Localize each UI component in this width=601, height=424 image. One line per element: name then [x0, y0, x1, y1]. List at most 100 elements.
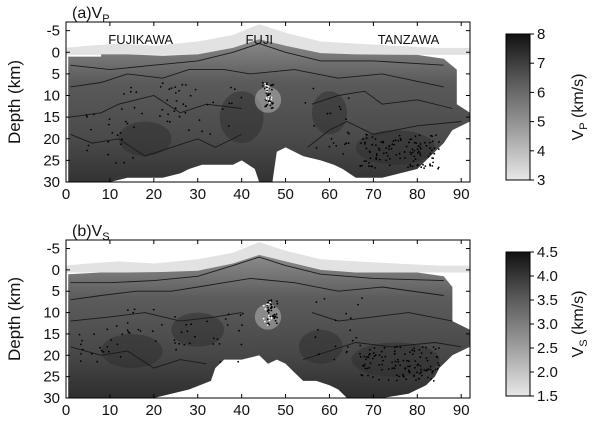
- hypocenter-dot: [413, 375, 415, 378]
- hypocenter-dot: [130, 86, 132, 89]
- hypocenter-dot: [368, 366, 371, 369]
- hypocenter-dot: [402, 359, 405, 362]
- hypocenter-dot: [413, 149, 416, 152]
- hypocenter-dot: [369, 157, 372, 160]
- hypocenter-dot: [419, 148, 422, 150]
- hypocenter-dot: [265, 98, 268, 100]
- y-tick-label: 10: [43, 88, 60, 105]
- low-anomaly-patch: [101, 333, 163, 369]
- hypocenter-dot: [423, 141, 426, 144]
- hypocenter-dot: [161, 82, 164, 85]
- hypocenter-dot: [345, 118, 347, 121]
- hypocenter-dot: [419, 146, 421, 148]
- hypocenter-dot: [180, 331, 183, 334]
- hypocenter-dot: [436, 368, 439, 370]
- hypocenter-dot: [270, 300, 273, 302]
- hypocenter-dot: [351, 339, 354, 342]
- hypocenter-dot: [414, 135, 417, 138]
- hypocenter-dot: [123, 93, 125, 95]
- hypocenter-dot: [267, 93, 270, 95]
- hypocenter-dot: [431, 157, 433, 159]
- hypocenter-dot: [387, 155, 389, 157]
- y-tick-label: 0: [52, 262, 60, 279]
- hypocenter-dot: [181, 83, 184, 86]
- hypocenter-dot: [417, 150, 420, 153]
- hypocenter-dot: [431, 149, 433, 152]
- colorbar-tick-label: 4: [537, 143, 545, 160]
- hypocenter-dot: [419, 152, 421, 155]
- fuji-anomaly: [254, 304, 282, 330]
- hypocenter-dot: [413, 141, 416, 144]
- hypocenter-dot: [108, 118, 111, 120]
- hypocenter-dot: [79, 360, 82, 362]
- hypocenter-dot: [384, 355, 387, 358]
- hypocenter-dot: [372, 352, 375, 354]
- hypocenter-dot: [375, 154, 378, 157]
- low-anomaly-patch: [351, 342, 440, 377]
- hypocenter-dot: [394, 346, 396, 349]
- hypocenter-dot: [128, 332, 131, 334]
- hypocenter-dot: [221, 108, 224, 110]
- hypocenter-dot: [359, 353, 361, 355]
- hypocenter-dot: [345, 350, 348, 353]
- panel-label-subscript: S: [102, 231, 109, 243]
- hypocenter-dot: [425, 357, 428, 360]
- hypocenter-dot: [240, 96, 243, 99]
- hypocenter-dot: [107, 140, 110, 143]
- colorbar-tick-label: 3.0: [537, 316, 558, 333]
- hypocenter-dot: [406, 359, 408, 362]
- hypocenter-dot: [378, 149, 381, 152]
- hypocenter-dot: [272, 83, 275, 86]
- hypocenter-dot: [404, 157, 406, 159]
- hypocenter-dot: [437, 166, 440, 169]
- colorbar-label-subscript: P: [578, 122, 590, 129]
- hypocenter-dot: [267, 315, 270, 317]
- hypocenter-dot: [185, 323, 188, 326]
- hypocenter-dot: [334, 319, 337, 322]
- hypocenter-dot: [265, 88, 268, 90]
- hypocenter-dot: [266, 90, 268, 93]
- hypocenter-dot: [271, 106, 274, 109]
- hypocenter-dot: [267, 88, 269, 90]
- hypocenter-dot: [408, 370, 410, 373]
- hypocenter-dot: [330, 137, 333, 140]
- hypocenter-dot: [368, 161, 370, 164]
- hypocenter-dot: [314, 336, 317, 339]
- hypocenter-dot: [268, 101, 271, 104]
- hypocenter-dot: [396, 379, 398, 382]
- hypocenter-dot: [334, 345, 337, 348]
- hypocenter-dot: [432, 346, 435, 348]
- hypocenter-dot: [184, 84, 187, 86]
- hypocenter-dot: [355, 336, 358, 339]
- hypocenter-dot: [268, 316, 271, 319]
- hypocenter-dot: [93, 113, 95, 116]
- hypocenter-dot: [129, 90, 132, 93]
- y-tick-label: 5: [52, 66, 60, 83]
- hypocenter-dot: [395, 154, 398, 156]
- hypocenter-dot: [378, 158, 381, 161]
- hypocenter-dot: [418, 348, 421, 351]
- hypocenter-dot: [419, 143, 422, 145]
- hypocenter-dot: [174, 342, 177, 344]
- hypocenter-dot: [371, 165, 374, 168]
- hypocenter-dot: [365, 358, 367, 361]
- hypocenter-dot: [266, 324, 269, 326]
- hypocenter-dot: [268, 100, 271, 102]
- colorbar-tick-label: 2.0: [537, 364, 558, 381]
- hypocenter-dot: [396, 358, 399, 361]
- hypocenter-dot: [194, 335, 196, 338]
- hypocenter-dot: [393, 367, 396, 369]
- plot-frame: [65, 239, 471, 399]
- hypocenter-dot: [315, 301, 318, 303]
- hypocenter-dot: [206, 103, 209, 106]
- hypocenter-dot: [427, 376, 429, 379]
- hypocenter-dot: [212, 343, 215, 345]
- hypocenter-dot: [395, 374, 398, 377]
- hypocenter-dot: [161, 108, 164, 111]
- hypocenter-dot: [183, 344, 186, 346]
- panel-label-subscript: P: [102, 13, 109, 25]
- panel-label: (b)VS: [72, 223, 110, 243]
- low-anomaly-patch: [219, 91, 264, 144]
- hypocenter-dot: [393, 350, 396, 353]
- hypocenter-dot: [227, 125, 230, 127]
